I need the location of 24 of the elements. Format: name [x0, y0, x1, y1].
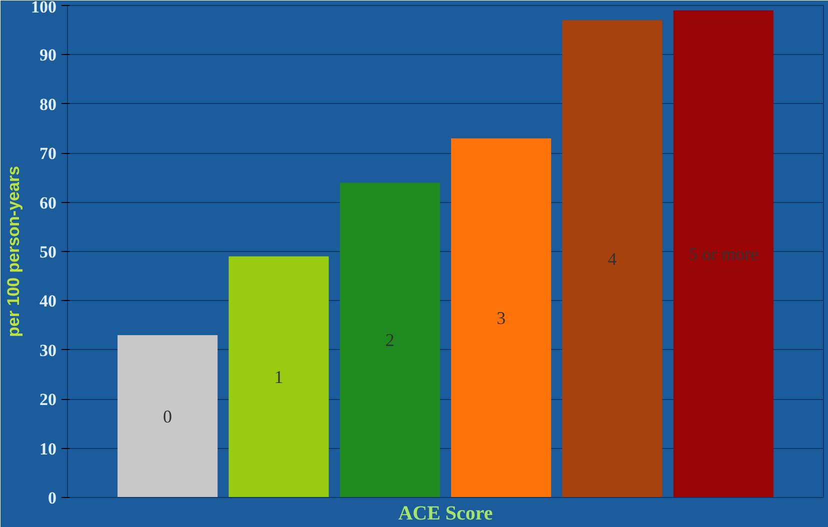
- y-tick-label: 30: [40, 340, 56, 360]
- y-tick-label: 50: [40, 242, 56, 262]
- y-tick-label: 40: [40, 292, 56, 311]
- y-tick-label: 20: [40, 390, 56, 410]
- x-tick-label: 1: [274, 366, 284, 387]
- y-tick-label: 70: [40, 144, 56, 164]
- bar: [562, 20, 662, 498]
- bar: [451, 138, 552, 498]
- y-tick-label: 60: [40, 193, 56, 212]
- y-tick-label: 80: [40, 94, 56, 114]
- x-tick-label: 4: [608, 248, 617, 269]
- y-axis-title: per 100 person-years: [4, 166, 23, 338]
- y-tick-label: 100: [31, 0, 56, 16]
- x-tick-label: 5 or more: [688, 244, 758, 264]
- bar: [118, 335, 218, 498]
- bar: [673, 10, 774, 498]
- bar: [340, 182, 440, 498]
- x-tick-label: 2: [385, 330, 394, 350]
- bar: [228, 256, 329, 498]
- y-tick-label: 90: [40, 46, 56, 65]
- y-tick-label: 0: [48, 488, 56, 508]
- x-tick-label: 3: [496, 308, 506, 328]
- y-tick-label: 10: [40, 439, 56, 458]
- x-axis-title: ACE Score: [398, 502, 493, 524]
